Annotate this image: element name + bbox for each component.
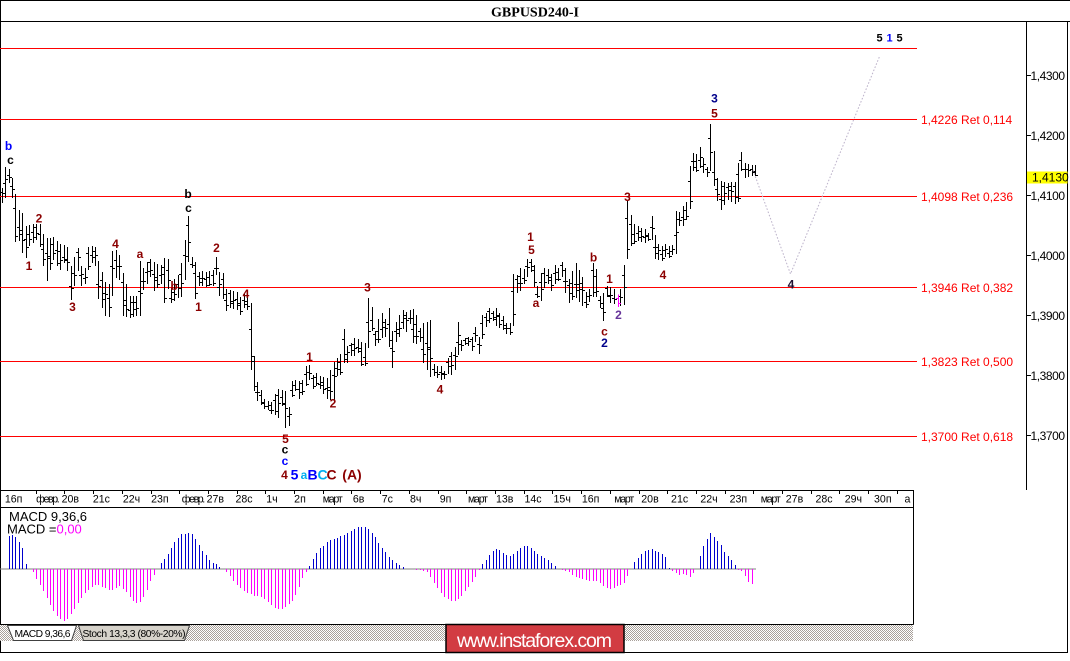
svg-text:b: b: [184, 187, 191, 201]
svg-text:2: 2: [615, 308, 622, 322]
svg-text:1,4098 Ret 0,236: 1,4098 Ret 0,236: [921, 190, 1013, 204]
svg-text:1: 1: [606, 272, 613, 286]
svg-text:март: март: [468, 494, 488, 506]
svg-text:c: c: [282, 443, 289, 457]
svg-text:1: 1: [195, 300, 202, 314]
svg-text:1,3800: 1,3800: [1031, 369, 1066, 383]
svg-text:март: март: [323, 494, 343, 506]
svg-text:22ч: 22ч: [700, 494, 717, 506]
svg-text:5: 5: [291, 467, 299, 483]
svg-text:2: 2: [213, 241, 220, 255]
svg-text:5: 5: [282, 432, 289, 446]
svg-text:5: 5: [528, 243, 535, 257]
svg-text:c: c: [282, 454, 289, 468]
svg-text:23п: 23п: [730, 494, 748, 506]
svg-text:23п: 23п: [151, 494, 169, 506]
svg-text:3: 3: [69, 300, 76, 314]
svg-text:16п: 16п: [5, 494, 23, 506]
svg-text:6в: 6в: [353, 494, 365, 506]
svg-text:4: 4: [437, 383, 444, 397]
svg-text:C: C: [326, 467, 336, 483]
svg-text:Stoch 13,3,3 (80%-20%): Stoch 13,3,3 (80%-20%): [83, 629, 186, 640]
svg-text:(A): (A): [342, 467, 361, 483]
svg-text:4: 4: [660, 268, 667, 282]
svg-text:1: 1: [306, 350, 313, 364]
svg-text:1,3946 Ret 0,382: 1,3946 Ret 0,382: [921, 281, 1013, 295]
svg-text:март: март: [614, 494, 634, 506]
svg-text:2: 2: [330, 397, 337, 411]
svg-text:c: c: [601, 325, 608, 339]
svg-text:3: 3: [364, 281, 371, 295]
svg-text:www.instaforex.com: www.instaforex.com: [456, 630, 612, 652]
svg-text:16п: 16п: [582, 494, 600, 506]
svg-text:3: 3: [624, 190, 631, 204]
svg-text:4: 4: [112, 237, 119, 251]
svg-text:1: 1: [26, 259, 33, 273]
svg-text:1,3823 Ret 0,500: 1,3823 Ret 0,500: [921, 355, 1013, 369]
svg-text:MACD 9,36,6: MACD 9,36,6: [9, 509, 87, 524]
svg-text:1,3900: 1,3900: [1031, 309, 1066, 323]
svg-text:1ч: 1ч: [266, 494, 277, 506]
svg-text:MACD =0,00: MACD =0,00: [7, 522, 82, 537]
svg-text:22ч: 22ч: [123, 494, 140, 506]
svg-text:1,4000: 1,4000: [1031, 249, 1066, 263]
svg-text:2: 2: [601, 336, 608, 350]
svg-text:B: B: [307, 467, 317, 483]
svg-text:1: 1: [527, 230, 534, 244]
svg-text:15ч: 15ч: [554, 494, 571, 506]
svg-text:20в: 20в: [62, 494, 80, 506]
svg-text:21с: 21с: [93, 494, 111, 506]
svg-text:7с: 7с: [382, 494, 394, 506]
svg-text:a: a: [533, 296, 540, 310]
svg-text:1,3700: 1,3700: [1031, 429, 1066, 443]
svg-text:c: c: [185, 201, 192, 215]
svg-text:1,4100: 1,4100: [1031, 189, 1066, 203]
svg-text:8ч: 8ч: [410, 494, 421, 506]
svg-text:4: 4: [788, 278, 795, 292]
svg-text:9п: 9п: [440, 494, 452, 506]
svg-text:5: 5: [711, 107, 718, 121]
svg-text:3: 3: [711, 92, 718, 106]
svg-text:C: C: [317, 467, 327, 483]
svg-text:март: март: [761, 494, 781, 506]
svg-text:1,4226 Ret 0,114: 1,4226 Ret 0,114: [921, 113, 1013, 127]
svg-text:февр.: февр.: [36, 494, 60, 506]
svg-text:1,4130: 1,4130: [1032, 171, 1069, 185]
svg-text:4: 4: [281, 468, 288, 482]
svg-text:1: 1: [886, 33, 892, 45]
svg-text:b: b: [170, 279, 177, 293]
svg-text:14с: 14с: [524, 494, 542, 506]
svg-text:a: a: [301, 468, 308, 482]
svg-text:а: а: [904, 494, 910, 506]
svg-text:29ч: 29ч: [845, 494, 862, 506]
svg-text:февр.: февр.: [182, 494, 206, 506]
svg-text:28с: 28с: [235, 494, 253, 506]
svg-text:13в: 13в: [496, 494, 514, 506]
svg-text:30п: 30п: [874, 494, 892, 506]
svg-text:21с: 21с: [671, 494, 689, 506]
svg-text:4: 4: [243, 287, 250, 301]
svg-text:5: 5: [876, 33, 882, 45]
svg-text:2: 2: [36, 212, 43, 226]
svg-text:2п: 2п: [294, 494, 306, 506]
svg-text:27в: 27в: [207, 494, 225, 506]
svg-text:b: b: [590, 251, 597, 265]
svg-text:a: a: [137, 247, 144, 261]
svg-text:1,4300: 1,4300: [1031, 69, 1066, 83]
svg-text:b: b: [5, 139, 12, 153]
svg-text:20в: 20в: [641, 494, 659, 506]
svg-text:1,4200: 1,4200: [1031, 129, 1066, 143]
svg-text:27в: 27в: [786, 494, 804, 506]
svg-text:1,3700 Ret 0,618: 1,3700 Ret 0,618: [921, 430, 1013, 444]
svg-text:28с: 28с: [815, 494, 833, 506]
svg-text:GBPUSD240-I: GBPUSD240-I: [491, 6, 579, 21]
svg-text:c: c: [7, 153, 14, 167]
svg-text:5: 5: [896, 33, 902, 45]
svg-text:MACD 9,36,6: MACD 9,36,6: [15, 629, 71, 640]
